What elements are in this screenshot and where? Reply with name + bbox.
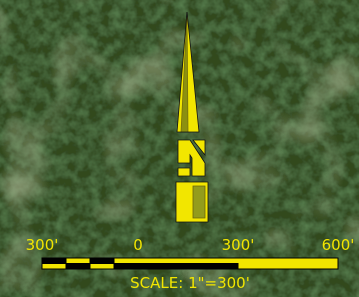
map: 300' 0 300' 600' SCALE: 1"=300' <box>0 0 359 297</box>
scale-label: 300' <box>222 236 255 254</box>
scale-bar <box>42 258 338 269</box>
scale-label: 0 <box>133 236 143 254</box>
scale-label: 300' <box>26 236 59 254</box>
scale-label: 600' <box>322 236 355 254</box>
scale-caption: SCALE: 1"=300' <box>130 274 250 292</box>
